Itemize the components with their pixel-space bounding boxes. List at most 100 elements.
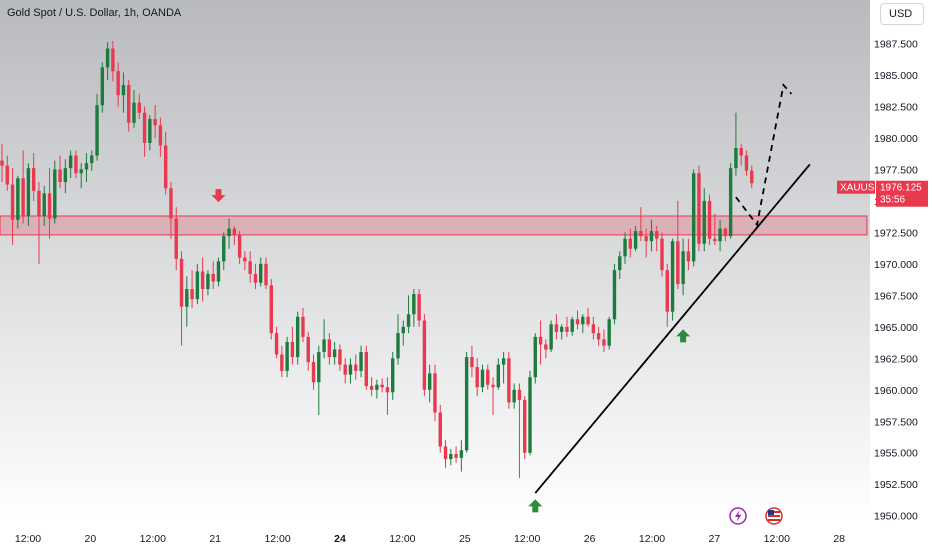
candle-body xyxy=(253,273,258,283)
candle xyxy=(670,238,675,321)
candle-body xyxy=(486,369,490,385)
candle-body xyxy=(385,387,390,393)
candle-body xyxy=(681,251,685,284)
candle-body xyxy=(618,256,622,271)
candle xyxy=(158,117,163,157)
candle xyxy=(491,377,495,415)
candle xyxy=(523,396,527,460)
candle xyxy=(644,228,648,258)
candle-body xyxy=(570,319,574,332)
candle xyxy=(533,333,537,384)
candle-body xyxy=(343,364,347,375)
candle-body xyxy=(127,85,131,123)
candle-body xyxy=(79,169,83,174)
price-tick: 1955.000 xyxy=(874,448,918,460)
candle-body xyxy=(301,316,305,337)
candle-body xyxy=(5,165,9,185)
candle-body xyxy=(475,367,479,388)
candle xyxy=(354,354,358,380)
time-tick: 12:00 xyxy=(389,533,415,545)
candle-body xyxy=(116,71,120,96)
candle xyxy=(31,153,36,201)
candle xyxy=(528,370,532,456)
candle xyxy=(739,144,743,166)
candle xyxy=(565,316,569,337)
plot-background xyxy=(0,0,870,522)
candle-body xyxy=(750,170,754,184)
candle xyxy=(338,344,342,371)
candle-body xyxy=(37,190,41,216)
candle xyxy=(364,345,369,390)
candle-body xyxy=(549,324,553,350)
candle xyxy=(470,345,474,378)
lightning-icon[interactable] xyxy=(729,507,747,525)
resistance-zone xyxy=(0,215,868,236)
candle-layer xyxy=(0,40,754,478)
candle-body xyxy=(649,231,654,242)
price-axis[interactable]: 1987.500 1985.000 1982.500 1980.000 1977.500… xyxy=(874,38,918,522)
candle xyxy=(750,165,754,189)
candle xyxy=(581,314,585,334)
candle xyxy=(269,278,273,340)
candle xyxy=(243,251,247,271)
us-flag-icon[interactable] xyxy=(765,507,783,525)
candle xyxy=(660,232,664,277)
badge-price-box xyxy=(876,180,928,207)
candle xyxy=(179,251,184,346)
candle xyxy=(707,194,712,245)
candle-body xyxy=(449,454,453,460)
candle xyxy=(10,168,15,245)
candle xyxy=(549,320,553,352)
candle xyxy=(169,182,173,239)
candle-body xyxy=(744,155,749,171)
candle xyxy=(633,226,638,252)
candle xyxy=(311,354,316,390)
candle xyxy=(512,383,516,409)
candle-body xyxy=(100,67,105,106)
candle xyxy=(422,314,427,397)
candle-body xyxy=(427,373,432,390)
candle xyxy=(401,320,405,346)
candle-body xyxy=(670,241,675,312)
candle xyxy=(559,324,564,340)
chart-title: Gold Spot / U.S. Dollar, 1h, OANDA xyxy=(7,7,182,19)
candle-body xyxy=(169,188,173,219)
candle-body xyxy=(665,270,669,312)
candle-body xyxy=(295,316,300,358)
candle xyxy=(596,326,601,346)
time-axis-background xyxy=(0,522,870,550)
candle xyxy=(686,238,691,271)
candle-body xyxy=(470,357,474,368)
candle-body xyxy=(348,364,353,375)
trendline xyxy=(534,163,811,494)
candle xyxy=(206,270,210,296)
time-axis[interactable]: 12:00 20 12:00 21 12:00 24 12:00 25 12:00 26 12:00… xyxy=(15,533,845,545)
candle-body xyxy=(74,155,78,174)
candle-body xyxy=(21,178,25,216)
candle-body xyxy=(533,336,537,378)
candle xyxy=(681,238,685,296)
candle xyxy=(21,150,25,224)
zone-layer xyxy=(0,215,868,236)
candle xyxy=(53,160,57,224)
candle xyxy=(676,200,680,290)
candle xyxy=(280,345,284,378)
candle-body xyxy=(364,352,369,386)
candle-body xyxy=(53,169,57,219)
price-tick: 1970.000 xyxy=(874,259,918,271)
candle xyxy=(544,339,548,359)
candle xyxy=(58,155,62,189)
candle-body xyxy=(317,352,321,383)
currency-button[interactable]: USD xyxy=(880,3,924,25)
candle xyxy=(691,169,696,267)
candle-body xyxy=(707,200,712,239)
candle xyxy=(174,207,178,271)
candle xyxy=(713,213,717,245)
candle xyxy=(375,379,379,399)
price-tick: 1972.500 xyxy=(874,227,918,239)
candle xyxy=(417,289,421,327)
candle xyxy=(501,352,506,384)
